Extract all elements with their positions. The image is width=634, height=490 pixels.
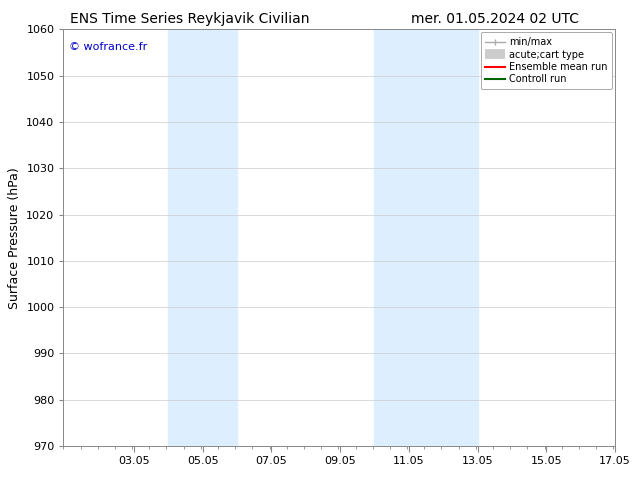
Bar [375,29,477,446]
Y-axis label: Surface Pressure (hPa): Surface Pressure (hPa) [8,167,21,309]
Text: mer. 01.05.2024 02 UTC: mer. 01.05.2024 02 UTC [411,12,578,26]
Legend: min/max, acute;cart type, Ensemble mean run, Controll run: min/max, acute;cart type, Ensemble mean … [481,32,612,89]
Text: © wofrance.fr: © wofrance.fr [69,42,147,52]
Bar [168,29,237,446]
Text: ENS Time Series Reykjavik Civilian: ENS Time Series Reykjavik Civilian [70,12,310,26]
